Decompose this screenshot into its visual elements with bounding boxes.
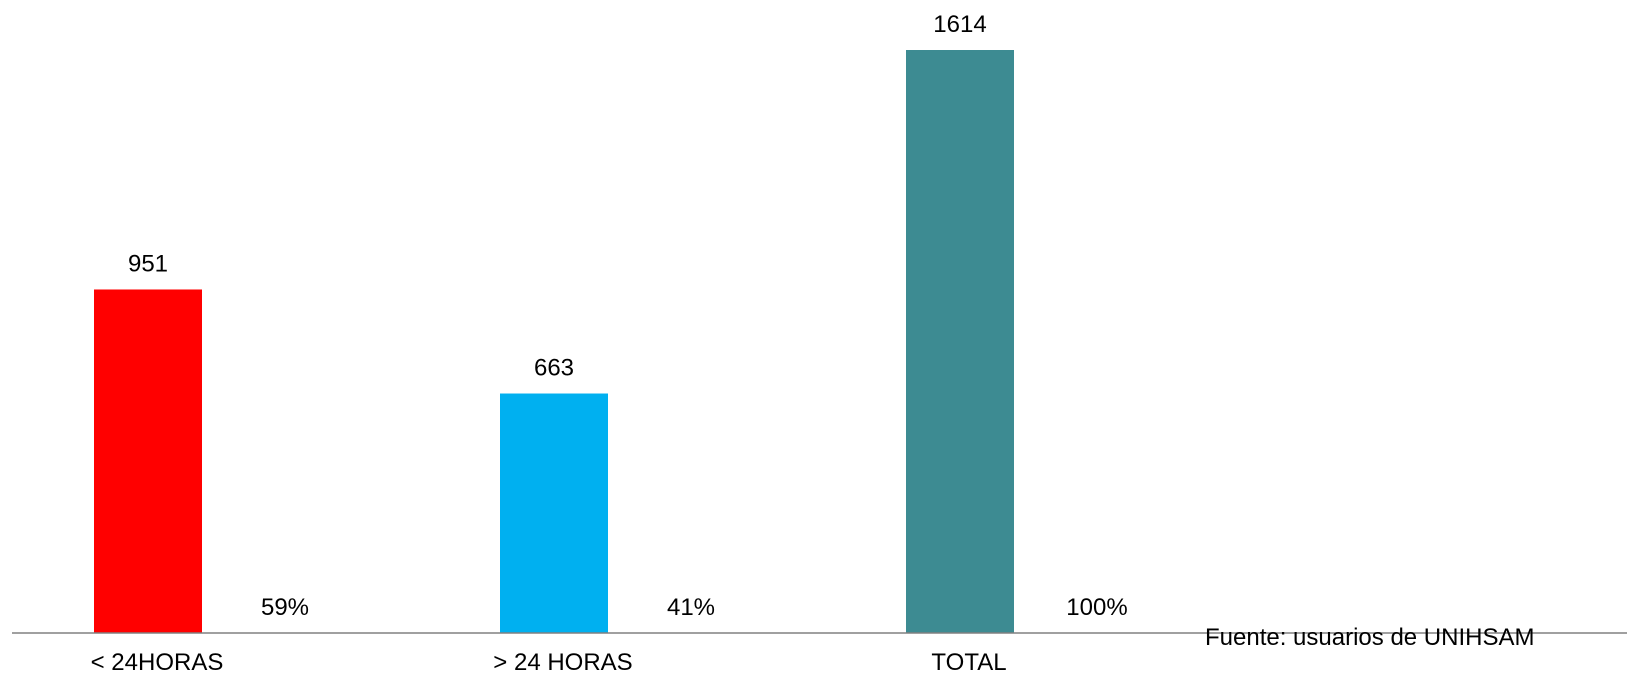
bar: [906, 50, 1014, 633]
value-label: 951: [128, 250, 168, 277]
source-note: Fuente: usuarios de UNIHSAM: [1205, 624, 1535, 651]
x-tick-label: TOTAL: [931, 649, 1006, 676]
percent-label: 100%: [1066, 594, 1127, 621]
bar: [94, 289, 202, 633]
value-label: 1614: [933, 11, 986, 38]
bars-group: [94, 50, 1014, 633]
labels-group: 951 59% < 24HORAS 663 41% > 24 HORAS 1614 100% T…: [91, 11, 1128, 676]
bar: [500, 393, 608, 633]
x-tick-label: < 24HORAS: [91, 649, 224, 676]
percent-label: 41%: [667, 594, 715, 621]
x-tick-label: > 24 HORAS: [493, 649, 632, 676]
percent-label: 59%: [261, 594, 309, 621]
value-label: 663: [534, 355, 574, 382]
